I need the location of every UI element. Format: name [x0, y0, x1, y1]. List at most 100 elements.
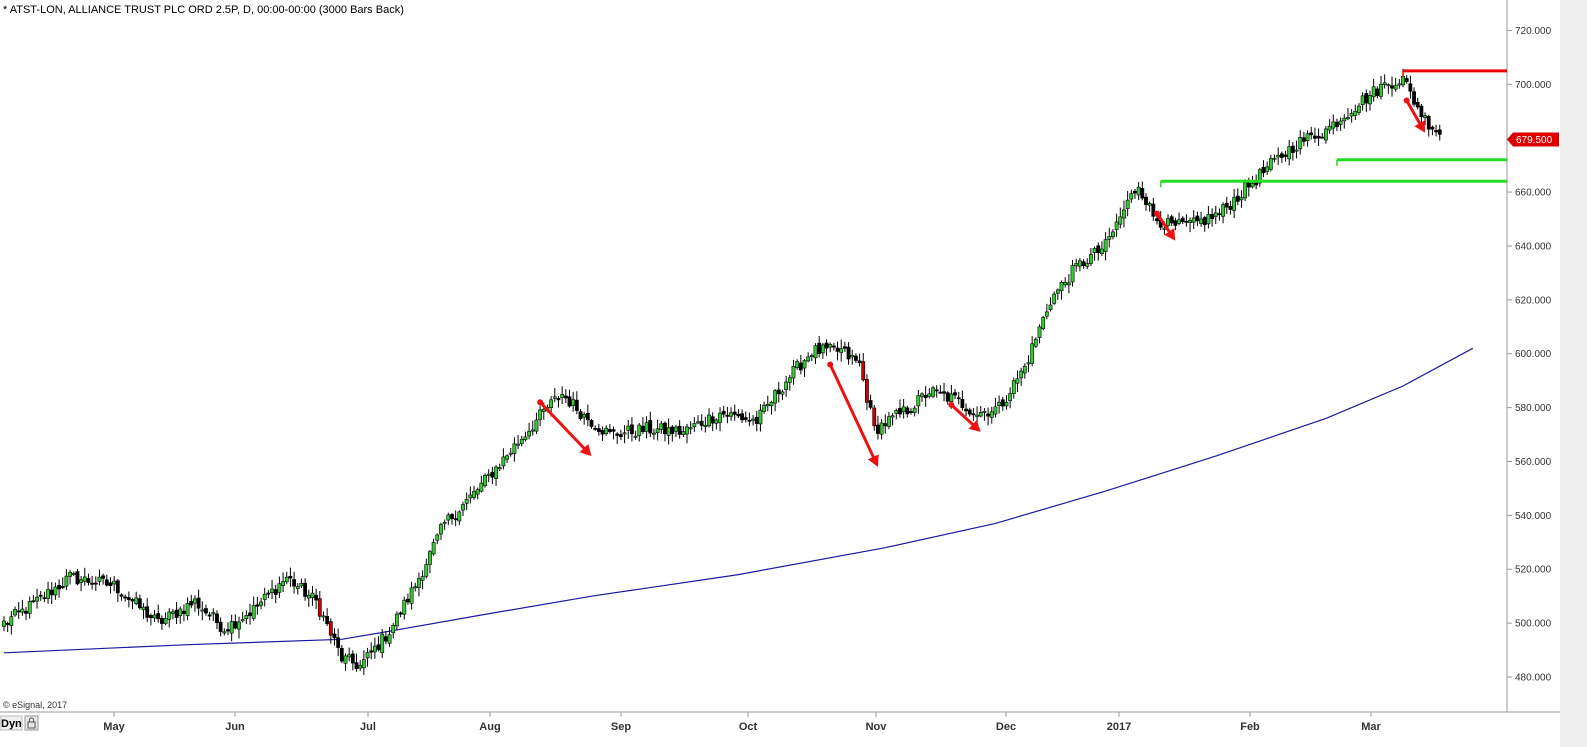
candle-body	[288, 575, 293, 579]
candle-body	[879, 422, 884, 435]
candle-body	[13, 609, 17, 616]
arrows-layer	[537, 97, 1426, 467]
candle-body	[486, 473, 491, 476]
arrow-shaft	[538, 400, 586, 450]
candle-body	[993, 406, 998, 415]
candle-body	[872, 407, 877, 427]
candle-body	[1022, 365, 1027, 374]
y-tick-label: 500.000	[1515, 619, 1552, 630]
arrow-head	[579, 443, 592, 457]
candle-body	[916, 395, 921, 407]
candle-body	[677, 425, 682, 435]
candle-body	[1320, 136, 1325, 139]
candle-body	[490, 471, 495, 478]
candle-body	[409, 587, 414, 604]
candle-body	[248, 612, 252, 617]
candle-body	[1166, 218, 1170, 226]
candle-body	[325, 615, 330, 625]
candle-body	[112, 580, 117, 585]
candle-body	[648, 419, 653, 434]
x-tick-label: Nov	[866, 721, 888, 733]
candle-body	[909, 411, 913, 413]
candle-body	[266, 592, 271, 595]
candle-body	[174, 609, 179, 618]
candle-body	[920, 393, 924, 397]
candle-body	[666, 427, 671, 436]
candle-body	[817, 342, 822, 355]
candle-body	[1191, 217, 1196, 223]
candle-body	[1393, 85, 1398, 90]
candle-body	[868, 400, 873, 408]
candle-body	[516, 443, 520, 446]
x-tick-label: Sep	[611, 721, 631, 733]
candle-body	[1324, 128, 1328, 141]
candle-body	[831, 345, 836, 348]
candle-body	[707, 414, 711, 427]
down-arrow	[537, 399, 592, 457]
candle-body	[79, 579, 84, 583]
right-scroll-area[interactable]	[1560, 0, 1587, 747]
candle-body	[1338, 120, 1343, 125]
candle-body	[1173, 220, 1178, 226]
candle-body	[762, 404, 767, 412]
candle-body	[361, 659, 366, 669]
candle-body	[1059, 281, 1064, 291]
candle-body	[1382, 82, 1387, 85]
candle-body	[27, 601, 32, 614]
candle-body	[222, 631, 227, 634]
candle-body	[71, 573, 76, 575]
candle-body	[795, 361, 800, 368]
arrow-shaft	[1405, 98, 1422, 125]
candle-body	[1107, 236, 1112, 240]
candle-body	[828, 344, 833, 348]
candle-body	[1360, 95, 1365, 105]
candle-body	[75, 571, 80, 585]
candle-body	[1206, 213, 1211, 225]
candle-body	[1140, 188, 1145, 199]
lock-icon[interactable]	[24, 715, 39, 731]
candle-body	[9, 616, 14, 626]
candle-body	[475, 489, 480, 495]
candle-body	[1397, 83, 1402, 86]
candle-body	[1055, 289, 1060, 294]
candle-body	[1008, 393, 1013, 402]
candle-body	[299, 583, 304, 587]
candle-body	[842, 346, 847, 349]
candle-body	[314, 594, 319, 601]
candle-body	[336, 637, 341, 648]
candle-body	[1195, 215, 1200, 222]
candle-body	[350, 653, 355, 664]
candle-body	[167, 611, 172, 620]
arrow-tail	[827, 361, 834, 368]
candle-body	[1430, 126, 1435, 130]
candle-body	[578, 411, 583, 420]
candle-body	[563, 395, 568, 399]
candle-body	[171, 611, 175, 614]
candle-body	[982, 410, 987, 413]
candle-body	[912, 407, 917, 413]
candle-body	[1305, 133, 1310, 142]
candle-body	[200, 609, 205, 612]
candle-body	[898, 408, 902, 415]
candle-body	[347, 654, 352, 658]
candle-body	[369, 650, 374, 653]
candle-body	[652, 432, 656, 435]
candle-body	[1044, 311, 1049, 317]
candle-body	[145, 606, 150, 618]
dyn-toggle[interactable]: Dyn	[0, 715, 23, 731]
candle-body	[211, 612, 216, 615]
candle-body	[431, 541, 436, 555]
candle-body	[255, 604, 260, 607]
candle-body	[483, 474, 487, 487]
candle-body	[1268, 158, 1273, 170]
candle-body	[607, 429, 612, 433]
candle-body	[618, 434, 623, 438]
candle-body	[927, 393, 932, 397]
candle-body	[1412, 91, 1416, 105]
down-arrow	[827, 361, 879, 467]
candle-body	[182, 610, 186, 614]
candle-body	[1283, 154, 1288, 157]
candle-body	[798, 362, 803, 371]
moving-average-line	[3, 347, 1474, 654]
arrow-shaft	[1155, 212, 1171, 233]
